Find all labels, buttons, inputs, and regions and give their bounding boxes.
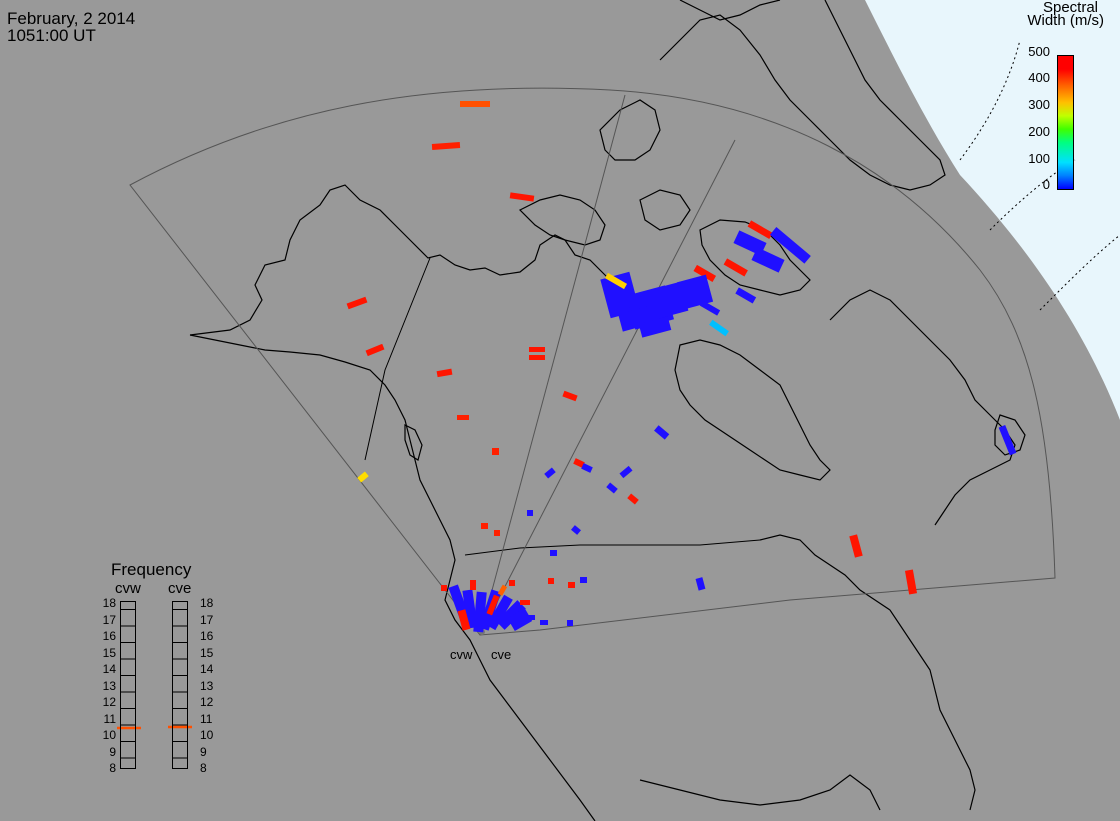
scatter-cell xyxy=(548,578,554,584)
frequency-tick-label-right: 9 xyxy=(200,744,207,759)
frequency-tick-label-left: 11 xyxy=(103,711,116,726)
scatter-cell xyxy=(509,192,535,202)
frequency-scale-cvw xyxy=(120,601,136,769)
frequency-tick-label-right: 14 xyxy=(200,662,214,676)
scatter-cell xyxy=(693,264,717,282)
scatter-cell xyxy=(849,534,863,558)
colorbar-tick-100: 100 xyxy=(1028,151,1050,166)
scatter-cell xyxy=(346,296,368,310)
scatter-cell xyxy=(527,510,533,516)
frequency-tick-label-left: 18 xyxy=(102,596,116,610)
scatter-cell xyxy=(904,569,918,595)
frequency-tick-label-right: 12 xyxy=(200,695,214,709)
colorbar-tick-200: 200 xyxy=(1028,124,1050,139)
scatter-cell xyxy=(494,530,500,536)
scatter-cell xyxy=(457,415,469,420)
frequency-tick-label-right: 11 xyxy=(200,711,213,726)
colorbar-tick-0: 0 xyxy=(1042,177,1050,192)
frequency-column-label-cve: cve xyxy=(168,580,192,597)
colorbar-tick-500: 500 xyxy=(1028,44,1050,59)
frequency-title: Frequency xyxy=(111,560,192,579)
frequency-tick-label-right: 10 xyxy=(200,728,214,742)
scatter-cell xyxy=(509,580,515,586)
frequency-tick-label-left: 16 xyxy=(102,629,116,643)
scatter-cell xyxy=(481,523,488,529)
frequency-tick-label-right: 18 xyxy=(200,596,214,610)
scatter-cell xyxy=(529,355,545,360)
frequency-tick-label-left: 10 xyxy=(102,728,116,742)
scatter-cell xyxy=(606,482,618,494)
coastlines xyxy=(189,0,1026,821)
daylight-region xyxy=(865,0,1120,420)
backscatter-cells xyxy=(346,101,1017,633)
scatter-cell xyxy=(654,425,670,440)
radar-site-label-cvw: cvw xyxy=(450,647,473,662)
scatter-cell xyxy=(431,142,461,150)
date-label: February, 2 2014 xyxy=(7,9,136,28)
colorbar-title-line1: Spectral xyxy=(1042,0,1098,16)
scatter-cell xyxy=(998,424,1017,456)
colorbar-tick-400: 400 xyxy=(1028,70,1050,85)
frequency-tick-label-left: 8 xyxy=(109,761,116,775)
scatter-cell xyxy=(723,258,748,277)
scatter-cell xyxy=(562,390,578,402)
scatter-cell xyxy=(676,274,714,310)
scatter-cell xyxy=(365,343,385,357)
scatter-cell xyxy=(751,247,785,273)
scatter-cell xyxy=(699,300,721,316)
scatter-cell xyxy=(581,463,593,473)
latitude-arc-1 xyxy=(959,39,1021,161)
scatter-cell xyxy=(573,458,585,468)
political-boundaries xyxy=(364,257,761,556)
scatter-cell xyxy=(571,525,581,535)
scatter-cell xyxy=(747,220,773,239)
scatter-cell xyxy=(529,347,545,352)
scatter-cell xyxy=(568,582,575,588)
near-radar-cluster xyxy=(448,580,548,633)
colorbar-title-line2: Width (m/s) xyxy=(1027,12,1104,29)
scatter-cell xyxy=(492,448,499,455)
scatter-cell xyxy=(604,272,628,290)
colorbar xyxy=(1057,55,1074,190)
frequency-tick-label-left: 14 xyxy=(102,662,116,676)
time-label: 1051:00 UT xyxy=(7,26,96,45)
frequency-column-label-cvw: cvw xyxy=(115,580,141,597)
frequency-tick-label-left: 17 xyxy=(102,612,116,627)
frequency-scale-cve xyxy=(172,601,188,769)
scatter-cell xyxy=(580,577,587,583)
scatter-cell xyxy=(638,316,672,338)
scatter-cell xyxy=(695,577,706,591)
scatter-cell xyxy=(619,465,633,479)
scatter-cell xyxy=(735,287,757,304)
frequency-tick-label-right: 16 xyxy=(200,629,214,643)
frequency-tick-label-left: 9 xyxy=(109,744,116,759)
scatter-cell xyxy=(627,493,639,505)
scatter-cell xyxy=(441,585,447,591)
scatter-cell xyxy=(460,101,490,107)
frequency-tick-label-right: 13 xyxy=(200,678,214,693)
frequency-tick-label-left: 15 xyxy=(102,645,116,660)
colorbar-tick-300: 300 xyxy=(1028,97,1050,112)
fov-outlines xyxy=(129,87,1056,636)
scatter-cell xyxy=(544,467,556,479)
scatter-cell xyxy=(769,227,811,264)
radar-site-label-cve: cve xyxy=(491,647,512,662)
frequency-tick-label-left: 13 xyxy=(102,678,116,693)
frequency-tick-label-right: 17 xyxy=(200,612,214,627)
scatter-cell xyxy=(357,471,369,483)
scatter-cell xyxy=(436,368,453,378)
scatter-cell xyxy=(550,550,557,556)
scatter-cell xyxy=(709,319,729,337)
frequency-tick-label-right: 8 xyxy=(200,761,207,775)
frequency-tick-label-left: 12 xyxy=(102,695,116,709)
frequency-tick-label-right: 15 xyxy=(200,645,214,660)
scatter-cell xyxy=(567,620,573,626)
